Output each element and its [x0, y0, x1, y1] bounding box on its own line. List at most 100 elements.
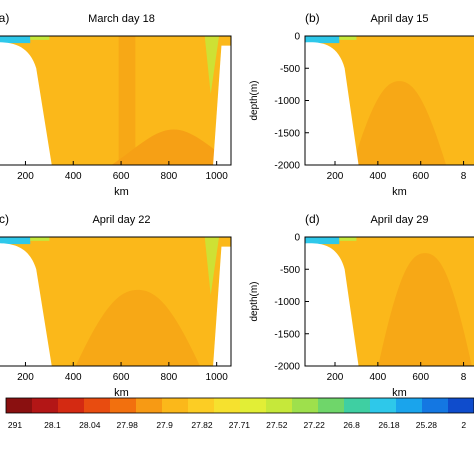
colorbar-label: 25.28: [416, 420, 438, 430]
colorbar-swatch: [110, 398, 137, 413]
y-tick-label: -1000: [274, 297, 300, 308]
colorbar-label: 27.9: [156, 420, 173, 430]
colorbar-swatch: [292, 398, 319, 413]
plot-area-4: [305, 237, 474, 366]
deep-warm-mound: [352, 81, 447, 165]
colorbar-swatch: [344, 398, 371, 413]
colorbar-label: 27.71: [229, 420, 251, 430]
colorbar-label: 26.8: [343, 420, 360, 430]
x-tick-label: 400: [65, 372, 82, 383]
y-tick-label: -1500: [274, 329, 300, 340]
y-tick-label: -500: [280, 64, 300, 75]
surface-transition: [30, 36, 50, 40]
colorbar-label: 27.52: [266, 420, 288, 430]
y-tick-label: 0: [294, 233, 300, 244]
x-tick-label: 400: [65, 171, 82, 182]
colorbar-label: 28.1: [44, 420, 61, 430]
x-tick-label: 600: [412, 171, 429, 182]
x-tick-label: 400: [370, 372, 387, 383]
x-tick-label: 200: [17, 171, 34, 182]
colorbar-swatch: [136, 398, 163, 413]
y-tick-label: -1500: [274, 128, 300, 139]
x-tick-label: 200: [327, 171, 344, 182]
land-mask-left: [305, 42, 359, 165]
deep-warm-mound: [378, 253, 472, 366]
x-axis-label: km: [392, 186, 407, 198]
deep-warm-mound: [111, 129, 231, 165]
edge-gradient: [204, 36, 220, 95]
surface-layer: [305, 36, 340, 44]
x-axis-label: km: [114, 387, 129, 399]
surface-layer: [0, 237, 31, 245]
surface-transition: [30, 237, 50, 241]
land-mask-right: [213, 246, 231, 366]
land-mask-left: [305, 243, 359, 366]
colorbar-swatch: [162, 398, 189, 413]
panel-label: (c): [0, 212, 9, 226]
colorbar-label: 291: [8, 420, 22, 430]
colorbar-swatch: [6, 398, 33, 413]
panel-label: (a): [0, 11, 9, 25]
land-mask-left: [0, 42, 52, 165]
x-axis-label: km: [114, 186, 129, 198]
x-tick-label: 1000: [206, 372, 229, 383]
colorbar-frame: [5, 397, 474, 414]
colorbar-label: 27.22: [304, 420, 326, 430]
panel-1: March day 18 (a) 200 400 600 800 1000 km: [0, 11, 232, 198]
surface-transition: [339, 36, 357, 40]
colorbar-label: 27.82: [191, 420, 213, 430]
y-tick-label: -1000: [274, 96, 300, 107]
y-tick-label: 0: [294, 32, 300, 43]
colorbar-label: 2: [461, 420, 466, 430]
y-axis-label: depth(m): [249, 281, 260, 321]
colorbar-label: 27.98: [117, 420, 139, 430]
x-tick-label: 200: [17, 372, 34, 383]
y-tick-label: -500: [280, 265, 300, 276]
plot-area-3: [0, 237, 231, 366]
x-tick-label: 600: [113, 171, 130, 182]
panel-title: March day 18: [88, 13, 155, 25]
x-tick-label: 200: [327, 372, 344, 383]
warm-band: [118, 36, 136, 165]
x-tick-label: 8: [461, 171, 467, 182]
panel-title: April day 22: [92, 214, 150, 226]
panel-3: April day 22 (c) 200 400 600 800 1000 km: [0, 212, 232, 399]
colorbar-swatch: [32, 398, 59, 413]
colorbar-swatch: [188, 398, 215, 413]
colorbar-swatch: [84, 398, 111, 413]
colorbar: 291 28.1 28.04 27.98 27.9 27.82 27.71 27.52 27.2…: [5, 397, 474, 430]
colorbar-swatch: [318, 398, 345, 413]
panel-title: April day 29: [370, 214, 428, 226]
plot-area-1: [0, 36, 231, 165]
x-tick-label: 600: [113, 372, 130, 383]
colorbar-swatch: [448, 398, 474, 413]
colorbar-swatch: [422, 398, 449, 413]
x-tick-label: 800: [161, 171, 178, 182]
y-axis-label: depth(m): [249, 80, 260, 120]
colorbar-label: 28.04: [79, 420, 101, 430]
colorbar-swatch: [240, 398, 267, 413]
panel-4: April day 29 (d) 200 400 600 8 km 0 -500 -1000 -15…: [249, 212, 474, 399]
colorbar-swatch: [58, 398, 85, 413]
x-tick-label: 400: [370, 171, 387, 182]
x-tick-label: 800: [161, 372, 178, 383]
colorbar-swatch: [266, 398, 293, 413]
panel-label: (d): [305, 212, 320, 226]
y-tick-label: -2000: [274, 362, 300, 373]
plot-area-2: [305, 36, 474, 165]
colorbar-swatch: [370, 398, 397, 413]
land-mask-right: [213, 45, 231, 165]
deep-warm-mound: [75, 289, 200, 366]
colorbar-swatch: [396, 398, 423, 413]
axes-frame: [0, 236, 232, 367]
surface-transition: [339, 237, 357, 241]
colorbar-swatch: [214, 398, 241, 413]
panel-2: April day 15 (b) 200 400 600 8 km 0 -500 -1000 -15…: [249, 11, 474, 198]
surface-layer: [305, 237, 340, 245]
colorbar-label: 26.18: [378, 420, 400, 430]
panel-title: April day 15: [370, 13, 428, 25]
y-tick-label: -2000: [274, 161, 300, 172]
x-tick-label: 8: [461, 372, 467, 383]
x-tick-label: 1000: [206, 171, 229, 182]
